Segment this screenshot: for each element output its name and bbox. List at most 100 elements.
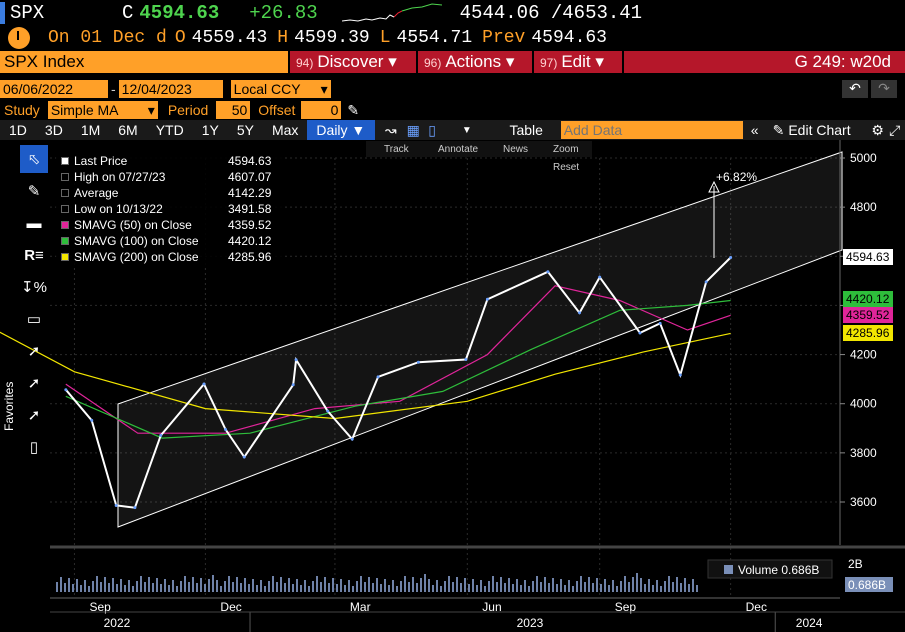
- volume-bar: [380, 584, 382, 592]
- volume-bar: [412, 577, 414, 592]
- candle-icon[interactable]: ▯: [428, 121, 437, 138]
- tab-ytd[interactable]: YTD: [155, 122, 184, 138]
- retracement-icon[interactable]: R≡: [24, 246, 44, 264]
- tab-1d[interactable]: 1D: [9, 122, 27, 138]
- volume-bar: [208, 579, 210, 592]
- volume-bar: [508, 578, 510, 592]
- rectangle-icon[interactable]: ▭: [26, 311, 42, 328]
- volume-bar: [524, 580, 526, 592]
- collapse-icon[interactable]: «: [750, 122, 759, 138]
- volume-bar: [168, 585, 170, 592]
- date-dash: -: [111, 81, 116, 97]
- volume-bar: [356, 581, 358, 592]
- edit-chart-button[interactable]: Edit Chart: [788, 122, 851, 138]
- price-chart[interactable]: +6.82% Track Annotate News Zoom Reset 36…: [0, 140, 905, 632]
- actions-button[interactable]: 96) Actions ▾: [418, 51, 532, 73]
- price-point: [294, 358, 298, 362]
- page-id: G 249: w20d: [624, 51, 905, 73]
- sparkline: [341, 3, 442, 22]
- price-point: [350, 437, 354, 441]
- volume-bar: [108, 583, 110, 592]
- draw-pencil-icon[interactable]: ✎: [27, 183, 41, 200]
- volume-bar: [260, 580, 262, 592]
- reset-button[interactable]: Reset: [553, 162, 579, 173]
- tab-1y[interactable]: 1Y: [201, 122, 219, 138]
- pencil-icon[interactable]: ✎: [772, 121, 785, 138]
- redo-icon[interactable]: ↷: [871, 80, 897, 98]
- volume-bar: [404, 576, 406, 592]
- volume-bar: [432, 585, 434, 592]
- volume-axis-top: 2B: [848, 557, 863, 571]
- series-line: [65, 299, 731, 439]
- track-button[interactable]: Track: [384, 144, 410, 155]
- volume-bar: [220, 586, 222, 592]
- percent-tool-icon[interactable]: ↧%: [21, 279, 47, 296]
- series-line: [65, 285, 731, 434]
- tab-max[interactable]: Max: [271, 122, 299, 138]
- price-point: [678, 373, 682, 377]
- channel-line-icon[interactable]: ➚: [27, 375, 41, 392]
- tab-6m[interactable]: 6M: [118, 122, 138, 138]
- multi-line-icon[interactable]: ➚: [27, 407, 41, 424]
- interval-select[interactable]: Daily ▼: [307, 120, 375, 140]
- left-toolbar: Favorites ⬁ ✎ ▬ R≡ ↧% ▭ ➚ ➚ ➚ ▯: [0, 141, 50, 461]
- price-tag: 4285.96: [843, 325, 893, 341]
- tab-1m[interactable]: 1M: [80, 122, 101, 138]
- volume-bar: [552, 578, 554, 592]
- volume-bar: [96, 576, 98, 592]
- legend-item: SMAVG (100) on Close 4420.12: [56, 233, 282, 249]
- volume-bar: [560, 579, 562, 592]
- y-tick-label: 4200: [850, 348, 877, 362]
- discover-button[interactable]: 94) Discover ▾: [290, 51, 416, 73]
- trendline-icon[interactable]: ➚: [27, 343, 41, 360]
- favorites-label: Favorites: [2, 381, 16, 431]
- period-field[interactable]: 50: [216, 101, 251, 119]
- table-button[interactable]: Table: [509, 122, 543, 138]
- legend-label: Last Price: [74, 154, 128, 168]
- volume-bar: [428, 579, 430, 592]
- volume-bar: [284, 583, 286, 592]
- edit-button[interactable]: 97) Edit ▾: [534, 51, 622, 73]
- volume-swatch: [724, 565, 733, 574]
- volume-bar: [408, 582, 410, 592]
- start-date-field[interactable]: 06/06/2022: [0, 80, 108, 98]
- tab-5y[interactable]: 5Y: [236, 122, 254, 138]
- end-date-field[interactable]: 12/04/2023: [118, 80, 223, 98]
- volume-bar: [132, 586, 134, 592]
- currency-select[interactable]: Local CCY ▾: [230, 80, 331, 98]
- volume-bar: [128, 580, 130, 592]
- volume-bar: [336, 584, 338, 592]
- legend-item: SMAVG (50) on Close 4359.52: [56, 217, 282, 233]
- volume-bar: [160, 584, 162, 592]
- line-chart-icon[interactable]: ↝: [384, 121, 397, 138]
- volume-bar: [316, 576, 318, 592]
- expand-icon[interactable]: ⤢: [889, 121, 901, 138]
- offset-field[interactable]: 0: [301, 101, 342, 119]
- bar-chart-icon[interactable]: ▦: [406, 121, 420, 138]
- volume-tag-bg: [845, 577, 893, 592]
- price-point: [242, 455, 246, 459]
- tab-3d[interactable]: 3D: [44, 122, 63, 138]
- undo-icon[interactable]: ↶: [842, 80, 868, 98]
- chevron-down-icon: ▾: [320, 81, 328, 97]
- volume-bar: [660, 586, 662, 592]
- zoom-button[interactable]: Zoom: [553, 144, 579, 155]
- volume-bar: [312, 581, 314, 592]
- pencil-icon[interactable]: ✎: [347, 101, 360, 118]
- news-button[interactable]: News: [503, 144, 528, 155]
- annotate-button[interactable]: Annotate: [438, 144, 478, 155]
- chevron-down-icon[interactable]: ▼: [461, 124, 472, 136]
- settings-icon[interactable]: ⚙: [871, 121, 884, 138]
- security-field[interactable]: SPX Index: [0, 51, 288, 73]
- volume-bar: [420, 578, 422, 592]
- volume-bar: [304, 580, 306, 592]
- volume-bar: [272, 576, 274, 592]
- volume-bar: [104, 577, 106, 592]
- parallel-channel-icon[interactable]: ▯: [29, 439, 39, 456]
- horizontal-line-icon[interactable]: ▬: [26, 214, 42, 232]
- add-data-input[interactable]: [560, 121, 743, 139]
- volume-bar: [276, 582, 278, 592]
- cursor-icon[interactable]: ⬁: [20, 145, 48, 173]
- study-select[interactable]: Simple MA ▾: [47, 101, 158, 119]
- y-tick-label: 5000: [850, 151, 877, 165]
